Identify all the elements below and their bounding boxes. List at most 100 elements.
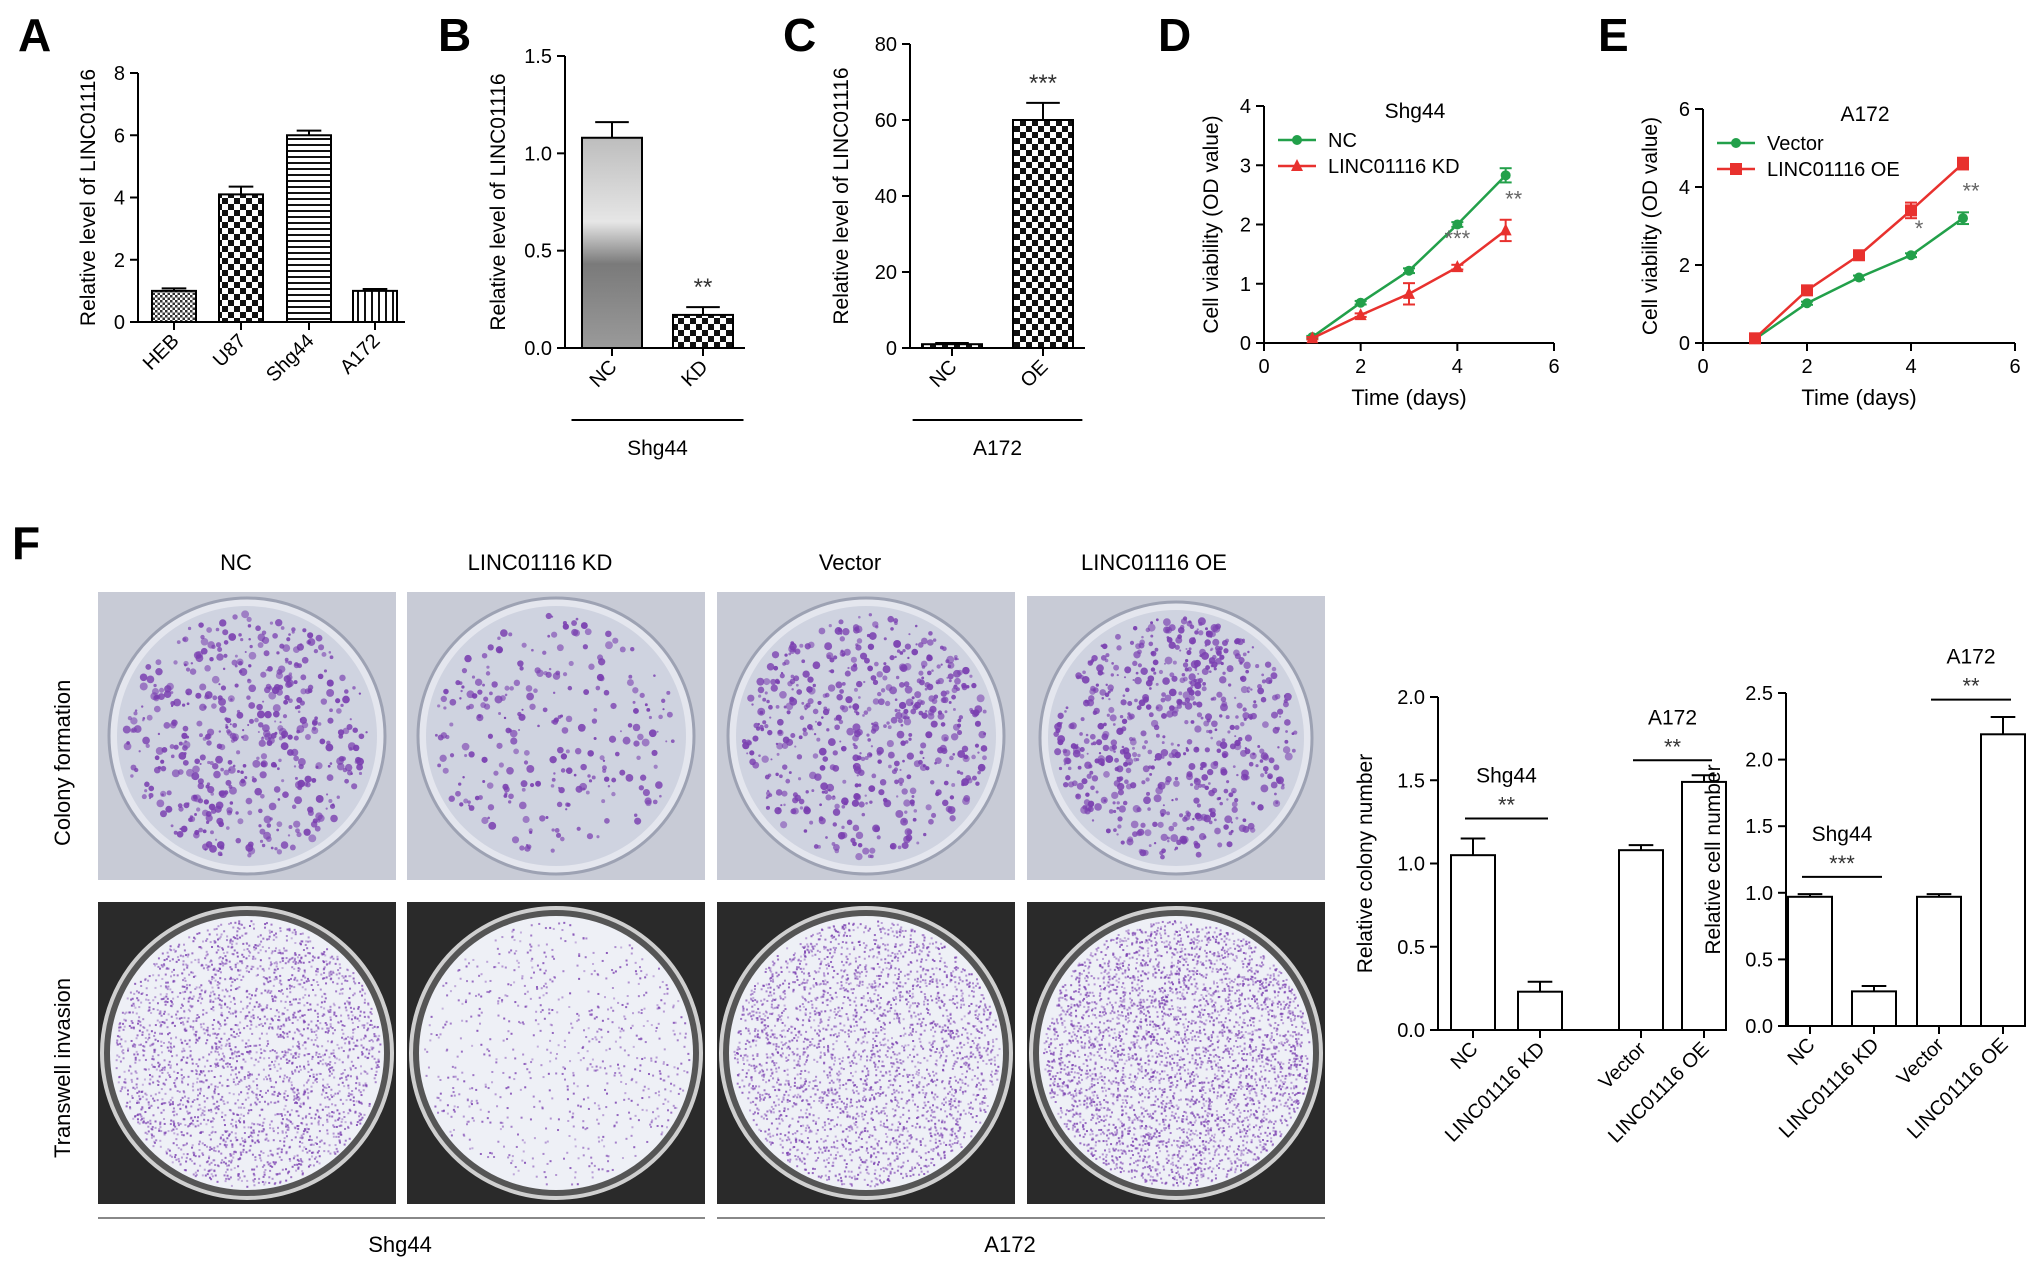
chart-e-y-tick-label: 6 xyxy=(1679,99,1690,121)
chart-e-annotation-1: ** xyxy=(1962,179,1980,204)
chart-c-significance-oe: *** xyxy=(1029,70,1057,97)
chart-e-x-tick-label: 0 xyxy=(1697,356,1708,378)
group-label-shg44: Shg44 xyxy=(368,1232,432,1257)
chart-d-y-axis-label: Cell viability (OD value) xyxy=(1200,115,1223,333)
chart-a-bar-heb xyxy=(151,289,197,323)
chart-f-invasion-bracket-group-0: Shg44 xyxy=(1812,823,1873,846)
chart-e-x-tick-label: 6 xyxy=(2009,356,2020,378)
chart-d-x-axis-label: Time (days) xyxy=(1351,385,1466,410)
colony-plate-kd xyxy=(407,592,705,880)
chart-e-y-tick-label: 4 xyxy=(1679,177,1690,199)
chart-d-x-tick-label: 6 xyxy=(1548,356,1559,378)
chart-e-x-tick-label: 2 xyxy=(1801,356,1812,378)
photo-header-kd: LINC01116 KD xyxy=(467,550,613,575)
photo-header-oe: LINC01116 OE xyxy=(1081,550,1227,575)
chart-f-colony-x-label-nc: NC xyxy=(1447,1038,1483,1074)
chart-e-point-linc01116-oe xyxy=(1905,204,1917,217)
chart-e-x-axis-label: Time (days) xyxy=(1801,385,1916,410)
chart-a-x-label-heb: HEB xyxy=(139,330,184,375)
transwell-well-kd-image xyxy=(407,902,705,1204)
chart-c-x-label-oe: OE xyxy=(1017,356,1053,392)
group-line-shg44 xyxy=(98,1217,705,1219)
chart-e-x-tick-label: 4 xyxy=(1905,356,1916,378)
chart-a-x-label-a172: A172 xyxy=(336,330,385,379)
chart-f-colony-bar-vector xyxy=(1618,849,1664,1031)
panel-letter-e: E xyxy=(1598,9,1629,61)
row-label-colony: Colony formation xyxy=(50,679,75,846)
colony-plate-vector-image xyxy=(717,592,1015,880)
chart-a-bar-shg44 xyxy=(286,134,332,323)
chart-f-invasion-bar-nc xyxy=(1787,895,1833,1028)
panel-letter-a: A xyxy=(18,9,52,61)
colony-plate-nc-image xyxy=(98,592,396,880)
group-line-a172 xyxy=(717,1217,1325,1219)
chart-b-bar-nc xyxy=(581,136,643,349)
chart-f-colony-bracket-stars-1: ** xyxy=(1664,734,1682,759)
chart-f-colony-bracket-stars-0: ** xyxy=(1498,793,1516,818)
chart-d-line-nc xyxy=(1311,174,1507,339)
transwell-well-nc xyxy=(98,902,396,1204)
group-label-a172: A172 xyxy=(984,1232,1036,1257)
chart-e-y-axis-label: Cell viability (OD value) xyxy=(1639,117,1662,335)
chart-d-title: Shg44 xyxy=(1385,100,1446,123)
chart-d-point-linc01116-kd xyxy=(1354,308,1367,321)
chart-d-y-tick-label: 2 xyxy=(1240,215,1251,237)
chart-b-bar-kd xyxy=(672,313,734,350)
chart-f-invasion-bracket-stars-1: ** xyxy=(1962,674,1980,699)
chart-f-colony-bar-linc01116-kd xyxy=(1517,990,1563,1032)
panel-letter-f: F xyxy=(12,517,41,569)
transwell-well-vector xyxy=(717,902,1015,1204)
chart-f-colony-y-tick-label: 1.0 xyxy=(1397,854,1425,876)
chart-d-point-linc01116-kd xyxy=(1451,260,1464,273)
chart-b-significance-kd: ** xyxy=(694,274,713,301)
colony-plate-nc xyxy=(98,592,396,880)
colony-plate-oe-image xyxy=(1027,596,1325,880)
chart-e-legend-label-vector: Vector xyxy=(1767,133,1824,155)
chart-d-point-linc01116-kd xyxy=(1499,223,1512,236)
chart-e-point-vector xyxy=(1802,298,1812,309)
chart-c-y-tick-label: 60 xyxy=(875,110,897,132)
chart-f-invasion-y-axis-label: Relative cell number xyxy=(1702,764,1725,954)
chart-f-invasion-y-tick-label: 0.5 xyxy=(1745,949,1773,971)
chart-c-y-axis-label: Relative level of LINC01116 xyxy=(830,67,853,324)
chart-f-colony-y-tick-label: 0.5 xyxy=(1397,937,1425,959)
chart-a-y-tick-label: 6 xyxy=(114,125,125,147)
chart-a-bar-u87 xyxy=(218,193,264,323)
chart-f-colony-y-axis-label: Relative colony number xyxy=(1354,754,1377,973)
row-label-transwell: Transwell invasion xyxy=(50,977,75,1158)
chart-d-legend-label-linc01116-kd: LINC01116 KD xyxy=(1328,156,1460,178)
chart-c-y-tick-label: 40 xyxy=(875,186,897,208)
chart-f-colony-y-tick-label: 1.5 xyxy=(1397,770,1425,792)
chart-e-legend-marker-vector xyxy=(1731,138,1741,148)
chart-d-point-nc xyxy=(1500,170,1511,181)
chart-c-group-label: A172 xyxy=(973,437,1022,460)
panel-letter-c: C xyxy=(783,9,817,61)
chart-f-colony-bracket-group-0: Shg44 xyxy=(1476,765,1537,788)
chart-b-y-tick-label: 1.5 xyxy=(524,46,552,68)
chart-e-point-vector xyxy=(1958,213,1968,224)
transwell-well-oe-image xyxy=(1027,902,1325,1204)
chart-d-point-linc01116-kd xyxy=(1306,331,1319,344)
chart-c-y-tick-label: 80 xyxy=(875,34,897,56)
chart-d-x-tick-label: 0 xyxy=(1258,356,1269,378)
chart-f-invasion-y-tick-label: 1.5 xyxy=(1745,816,1773,838)
chart-a-y-tick-label: 0 xyxy=(114,312,125,334)
colony-plate-vector xyxy=(717,592,1015,880)
chart-c-y-tick-label: 20 xyxy=(875,262,897,284)
chart-f-invasion-y-tick-label: 2.5 xyxy=(1745,683,1773,705)
chart-f-colony-y-tick-label: 0.0 xyxy=(1397,1020,1425,1042)
chart-f-colony-x-label-vector: Vector xyxy=(1595,1038,1651,1094)
chart-f-colony-y-tick-label: 2.0 xyxy=(1397,687,1425,709)
chart-f-colony-bracket-group-1: A172 xyxy=(1648,706,1697,729)
chart-e-annotation-0: * xyxy=(1915,216,1924,241)
transwell-well-nc-image xyxy=(98,902,396,1204)
chart-f-colony-bar-linc01116-oe xyxy=(1681,780,1727,1031)
chart-a-x-label-u87: U87 xyxy=(209,330,251,372)
chart-e-point-linc01116-oe xyxy=(1801,284,1813,297)
chart-f-invasion-x-label-vector: Vector xyxy=(1893,1034,1949,1090)
chart-e-point-linc01116-oe xyxy=(1853,249,1865,262)
chart-d-legend-marker-nc xyxy=(1292,135,1302,145)
chart-f-invasion-y-tick-label: 1.0 xyxy=(1745,883,1773,905)
chart-d-x-tick-label: 4 xyxy=(1452,356,1463,378)
chart-d-x-tick-label: 2 xyxy=(1355,356,1366,378)
